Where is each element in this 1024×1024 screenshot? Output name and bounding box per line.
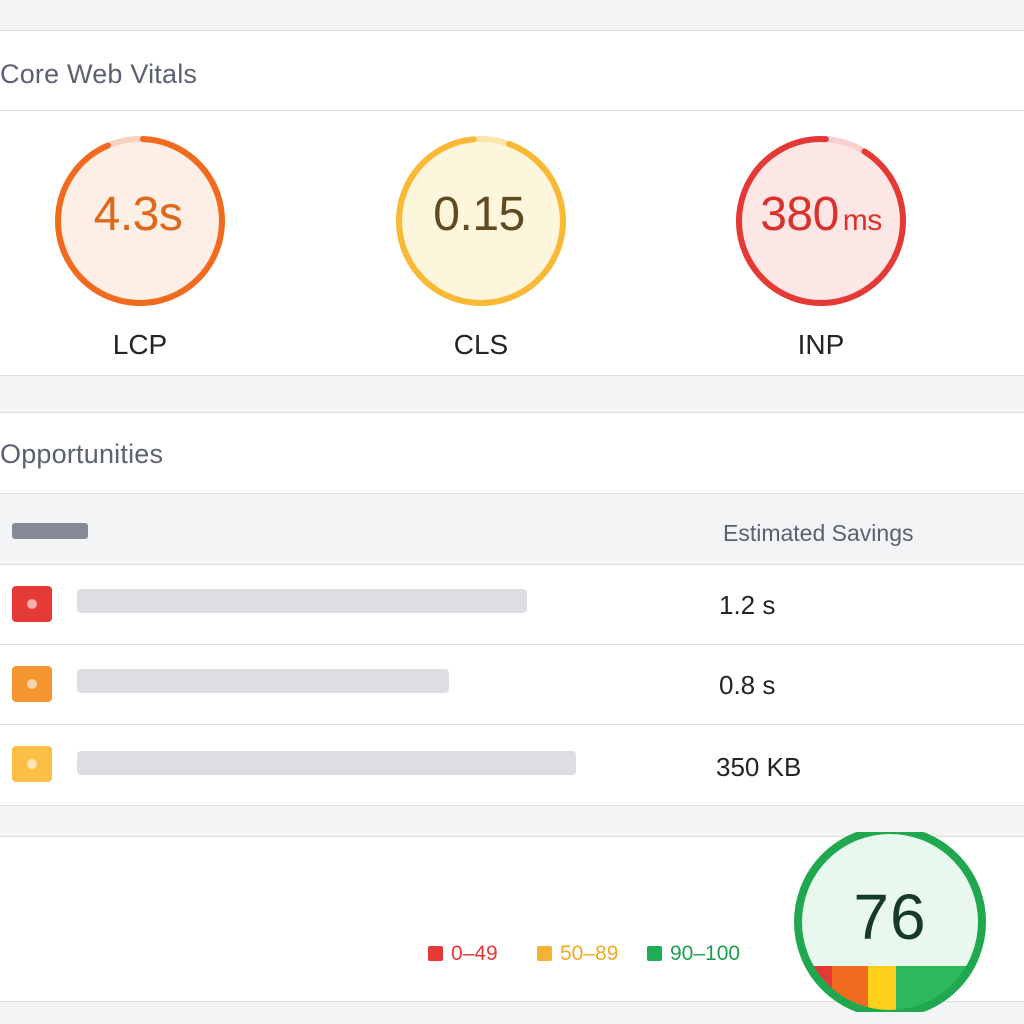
legend-average-label: 50–89 — [560, 942, 619, 965]
fail-severity-icon — [12, 586, 52, 622]
legend-average-swatch — [537, 946, 552, 961]
cls-gauge-ring — [396, 136, 566, 306]
inp-gauge-ring — [736, 136, 906, 306]
lcp-gauge-icon — [54, 136, 225, 306]
vital-inp[interactable]: 380 ms INP — [731, 135, 911, 375]
cls-gauge-fill — [399, 139, 563, 303]
opportunity-title-placeholder — [77, 589, 527, 613]
estimated-savings-header: Estimated Savings — [723, 520, 914, 546]
performance-score-value: 76 — [853, 881, 927, 953]
opportunity-row[interactable]: 1.2 s — [0, 564, 1024, 645]
opportunities-panel: Opportunities Estimated Savings 1.2 s 0.… — [0, 412, 1024, 806]
core-web-vitals-divider — [0, 110, 1024, 111]
severity-dot — [27, 679, 37, 689]
vital-cls[interactable]: 0.15 CLS — [391, 135, 571, 375]
lcp-value-number: 4.3s — [93, 188, 183, 241]
core-web-vitals-title: Core Web Vitals — [0, 59, 198, 89]
cls-label: CLS — [453, 329, 509, 360]
vital-lcp[interactable]: 4.3s LCP — [50, 135, 230, 375]
score-band-pass — [896, 966, 984, 1016]
opportunity-row[interactable]: 350 KB — [0, 724, 1024, 805]
opportunity-savings: 350 KB — [716, 752, 802, 782]
score-gauge-icon — [794, 826, 986, 1018]
lcp-gauge-ring — [54, 136, 225, 306]
legend-fail: 0–49 — [428, 942, 498, 966]
inp-label: INP — [797, 329, 845, 360]
legend-fail-swatch — [428, 946, 443, 961]
opportunity-title-placeholder — [77, 751, 576, 775]
opportunity-title-placeholder — [77, 669, 449, 693]
opportunity-savings: 0.8 s — [719, 670, 776, 700]
legend-pass: 90–100 — [647, 942, 740, 966]
cls-value-number: 0.15 — [433, 188, 525, 241]
inp-value-number: 380 — [760, 188, 839, 241]
opportunities-title: Opportunities — [0, 439, 164, 469]
cls-gauge-icon — [396, 136, 566, 306]
lcp-label: LCP — [112, 329, 168, 360]
legend-average: 50–89 — [537, 942, 618, 966]
performance-score-gauge[interactable]: 76 — [788, 826, 992, 1018]
inp-gauge-icon — [736, 136, 906, 306]
opportunity-savings: 1.2 s — [719, 590, 776, 620]
opportunity-row[interactable]: 0.8 s — [0, 644, 1024, 725]
column-header-placeholder — [12, 523, 88, 539]
lcp-gauge-fill — [58, 139, 222, 303]
legend-fail-label: 0–49 — [451, 942, 498, 965]
inp-gauge-fill — [739, 139, 903, 303]
cls-value: 0.15 — [391, 187, 571, 242]
severity-dot — [27, 599, 37, 609]
inp-value: 380 ms — [731, 187, 911, 242]
core-web-vitals-panel: Core Web Vitals 4.3s LCP 0.15 CLS 380 ms … — [0, 30, 1024, 376]
minor-severity-icon — [12, 746, 52, 782]
score-band-good — [868, 966, 896, 1016]
average-severity-icon — [12, 666, 52, 702]
severity-dot — [27, 759, 37, 769]
legend-pass-swatch — [647, 946, 662, 961]
lcp-value: 4.3s — [50, 187, 230, 242]
opportunities-table-header: Estimated Savings — [0, 493, 1024, 564]
legend-pass-label: 90–100 — [670, 942, 741, 965]
inp-value-unit: ms — [842, 204, 883, 237]
